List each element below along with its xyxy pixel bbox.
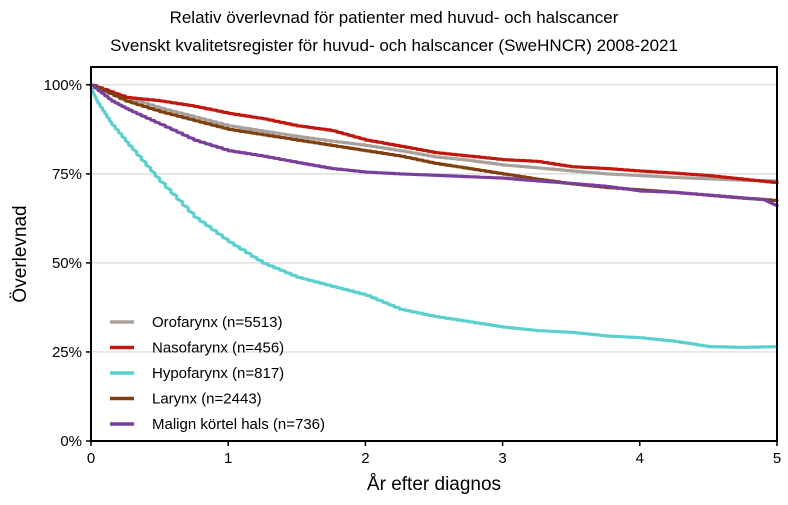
x-tick-label: 0 (87, 450, 95, 467)
x-tick-label: 3 (498, 450, 506, 467)
x-tick-label: 5 (773, 450, 781, 467)
y-tick-label: 75% (52, 166, 82, 183)
legend-label: Malign körtel hals (n=736) (152, 416, 325, 433)
legend: Orofarynx (n=5513) Nasofarynx (n=456) Hypo… (110, 314, 325, 433)
series-line-1 (89, 83, 779, 183)
legend-label: Nasofarynx (n=456) (152, 340, 284, 357)
x-tick-label: 4 (636, 450, 644, 467)
grid-layer (91, 84, 777, 353)
x-axis: 0 1 2 3 4 5 (87, 441, 781, 467)
y-axis-title: Överlevnad (10, 205, 31, 302)
y-axis: 0% 25% 50% 75% 100% (44, 77, 91, 450)
plot-frame (90, 66, 778, 442)
x-axis-title: År efter diagnos (367, 474, 501, 495)
chart-subtitle: Svenskt kvalitetsregister för huvud- och… (110, 36, 678, 55)
legend-label: Larynx (n=2443) (152, 391, 262, 408)
series-line-2 (89, 83, 779, 185)
series-line-5 (89, 83, 779, 208)
series-line-3 (89, 86, 779, 349)
series-line-4 (89, 83, 779, 203)
series-layer (89, 83, 779, 349)
y-tick-label: 50% (52, 255, 82, 272)
y-tick-label: 100% (44, 77, 82, 94)
chart-title: Relativ överlevnad för patienter med huv… (169, 8, 619, 27)
legend-label: Hypofarynx (n=817) (152, 365, 284, 382)
x-tick-label: 1 (224, 450, 232, 467)
legend-label: Orofarynx (n=5513) (152, 314, 282, 331)
y-tick-label: 0% (60, 433, 82, 450)
x-tick-label: 2 (361, 450, 369, 467)
y-tick-label: 25% (52, 344, 82, 361)
